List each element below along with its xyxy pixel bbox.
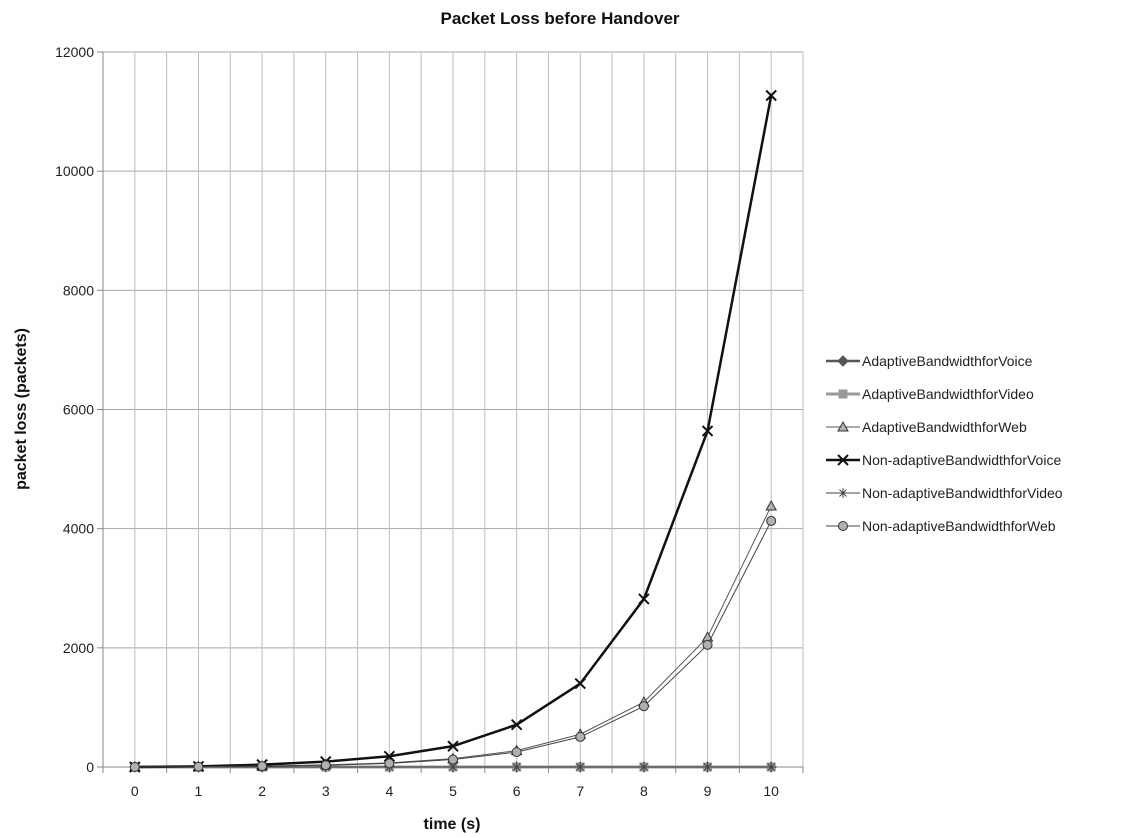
legend-entry: AdaptiveBandwidthforVideo <box>826 386 1034 402</box>
x-tick-label: 10 <box>763 783 779 799</box>
circle-marker <box>638 701 649 712</box>
data-point <box>574 677 586 690</box>
data-point <box>701 425 714 437</box>
x-marker-stroke <box>574 677 586 690</box>
y-tick-label: 10000 <box>55 163 94 179</box>
x-marker-stroke <box>510 718 523 731</box>
x-marker-stroke <box>383 750 396 762</box>
y-tick-label: 8000 <box>63 282 94 298</box>
data-point <box>702 762 713 772</box>
legend-entry: Non-adaptiveBandwidthforWeb <box>826 518 1056 534</box>
x-tick-label: 4 <box>385 783 393 799</box>
data-point <box>447 740 459 752</box>
data-point <box>511 747 522 758</box>
legend-entry: AdaptiveBandwidthforVoice <box>826 353 1033 369</box>
data-point <box>838 521 848 531</box>
circle-marker <box>575 731 586 742</box>
y-tick-label: 2000 <box>63 640 94 656</box>
x-tick-label: 6 <box>513 783 521 799</box>
y-axis-title: packet loss (packets) <box>13 328 30 490</box>
data-point <box>765 89 777 102</box>
data-point <box>702 639 713 650</box>
circle-marker <box>320 760 331 771</box>
data-point <box>766 762 777 772</box>
data-point <box>257 761 268 772</box>
data-point <box>766 515 777 526</box>
x-tick-label: 9 <box>704 783 712 799</box>
data-point <box>837 420 849 432</box>
x-tick-label: 3 <box>322 783 330 799</box>
legend-label: Non-adaptiveBandwidthforVoice <box>862 452 1061 468</box>
data-point <box>383 750 396 762</box>
y-tick-label: 0 <box>86 759 94 775</box>
data-point <box>575 762 586 772</box>
legend-label: AdaptiveBandwidthforVoice <box>862 353 1033 369</box>
data-point <box>701 631 714 642</box>
data-point <box>575 731 586 742</box>
x-marker-stroke <box>447 740 459 752</box>
triangle-marker <box>837 420 849 432</box>
circle-marker <box>838 521 848 531</box>
x-marker-stroke <box>701 425 714 437</box>
legend-label: AdaptiveBandwidthforWeb <box>862 419 1027 435</box>
data-point <box>837 355 849 367</box>
x-tick-label: 7 <box>576 783 584 799</box>
data-point <box>837 454 849 466</box>
data-point <box>448 754 458 765</box>
circle-marker <box>129 762 140 772</box>
legend-label: Non-adaptiveBandwidthforWeb <box>862 518 1056 534</box>
x-tick-label: 1 <box>195 783 203 799</box>
x-tick-label: 8 <box>640 783 648 799</box>
data-point <box>193 761 204 772</box>
data-point <box>129 762 140 772</box>
series-Non-adaptiveBandwidthforWeb <box>129 515 777 772</box>
data-point <box>638 762 649 772</box>
series-lines <box>128 89 778 773</box>
data-point <box>638 701 649 712</box>
circle-marker <box>766 515 777 526</box>
circle-marker <box>448 754 458 765</box>
x-axis-title: time (s) <box>424 816 481 833</box>
legend-entry: AdaptiveBandwidthforWeb <box>826 419 1027 435</box>
legend-label: AdaptiveBandwidthforVideo <box>862 386 1034 402</box>
chart-title: Packet Loss before Handover <box>440 9 679 28</box>
data-point <box>511 762 522 772</box>
x-marker-stroke <box>765 89 777 102</box>
circle-marker <box>702 639 713 650</box>
data-point <box>765 499 778 511</box>
triangle-marker <box>701 631 714 642</box>
data-point <box>838 488 848 498</box>
circle-marker <box>511 747 522 758</box>
y-tick-label: 4000 <box>63 521 94 537</box>
data-point <box>638 593 650 605</box>
data-point <box>384 758 395 769</box>
data-point <box>838 389 848 399</box>
circle-marker <box>384 758 395 769</box>
y-tick-label: 6000 <box>63 402 94 418</box>
x-tick-label: 5 <box>449 783 457 799</box>
series-Non-adaptiveBandwidthforVoice <box>129 89 777 773</box>
data-point <box>320 760 331 771</box>
circle-marker <box>193 761 204 772</box>
x-marker-stroke <box>837 454 849 466</box>
square-marker <box>838 389 848 399</box>
triangle-marker <box>765 499 778 511</box>
x-tick-label: 2 <box>258 783 266 799</box>
axes: 0 2000 4000 6000 8000 10000 12000 0 1 2 3 4 5 6 7 8 9 10 <box>55 44 804 799</box>
diamond-marker <box>837 355 849 367</box>
legend-entry: Non-adaptiveBandwidthforVideo <box>826 485 1063 501</box>
grid-lines <box>102 51 804 768</box>
x-marker-stroke <box>638 593 650 605</box>
legend: AdaptiveBandwidthforVoice AdaptiveBandwid… <box>826 353 1063 534</box>
y-tick-label: 12000 <box>55 44 94 60</box>
legend-entry: Non-adaptiveBandwidthforVoice <box>826 452 1061 468</box>
x-tick-label: 0 <box>131 783 139 799</box>
circle-marker <box>257 761 268 772</box>
legend-label: Non-adaptiveBandwidthforVideo <box>862 485 1063 501</box>
data-point <box>510 718 523 731</box>
